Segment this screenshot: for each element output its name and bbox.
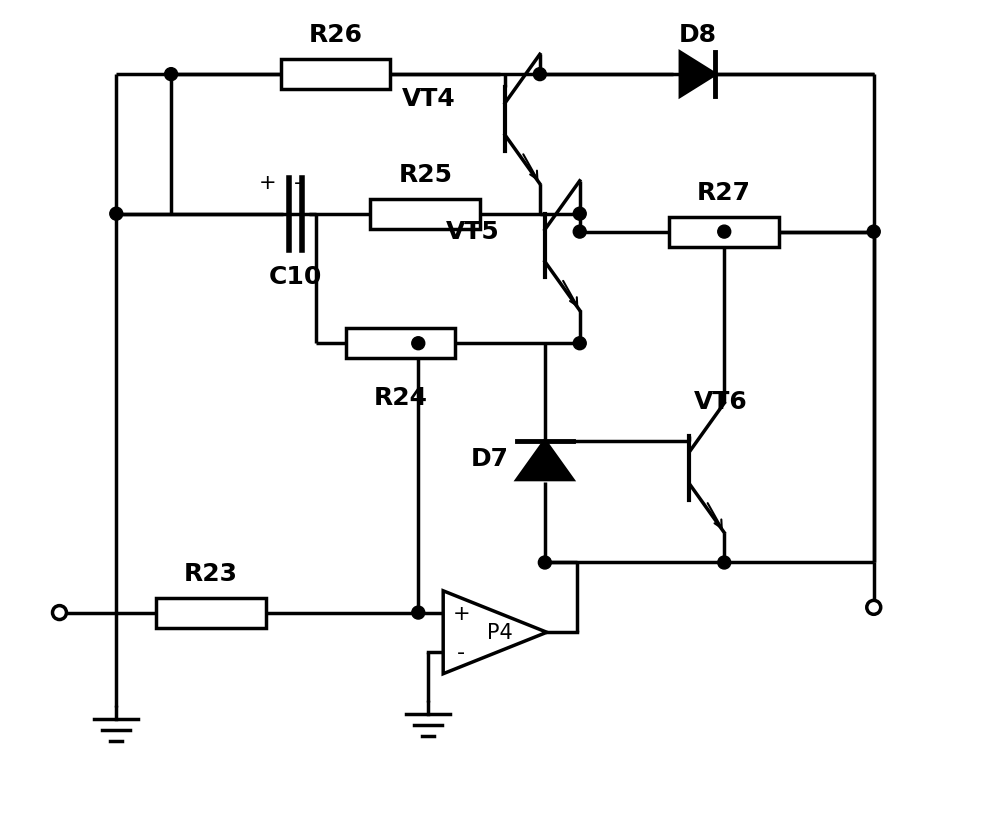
Text: VT4: VT4	[401, 87, 455, 111]
Text: -: -	[294, 172, 302, 193]
Circle shape	[110, 208, 123, 221]
Bar	[156, 598, 266, 628]
Circle shape	[867, 226, 880, 238]
Text: VT5: VT5	[446, 219, 500, 243]
Text: C10: C10	[269, 264, 322, 288]
Text: R24: R24	[373, 386, 427, 410]
Text: R27: R27	[697, 181, 751, 205]
Text: R26: R26	[309, 23, 363, 47]
Bar	[281, 60, 390, 90]
Polygon shape	[517, 441, 573, 480]
Polygon shape	[680, 53, 715, 97]
Polygon shape	[443, 591, 547, 674]
Circle shape	[573, 226, 586, 238]
Text: R25: R25	[398, 162, 452, 186]
Circle shape	[412, 606, 425, 619]
Text: +: +	[259, 172, 277, 193]
Circle shape	[533, 69, 546, 81]
Circle shape	[412, 337, 425, 350]
Circle shape	[573, 337, 586, 350]
Text: D7: D7	[471, 446, 509, 470]
Circle shape	[165, 69, 178, 81]
Bar	[669, 218, 779, 248]
Circle shape	[573, 208, 586, 221]
Circle shape	[718, 556, 731, 570]
Bar	[370, 200, 480, 229]
Text: VT6: VT6	[694, 389, 748, 413]
Text: +: +	[453, 603, 470, 623]
Circle shape	[718, 226, 731, 238]
Bar	[346, 329, 455, 359]
Text: P4: P4	[487, 623, 513, 643]
Circle shape	[538, 556, 551, 570]
Text: -: -	[457, 643, 465, 662]
Text: R23: R23	[184, 561, 238, 585]
Text: D8: D8	[679, 23, 717, 47]
